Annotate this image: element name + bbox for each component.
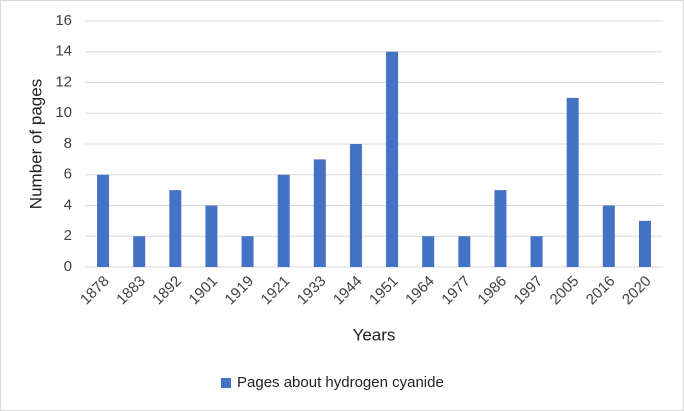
- bar: [97, 174, 110, 267]
- bar: [241, 236, 254, 267]
- y-tick-label: 2: [64, 227, 72, 244]
- bar: [133, 236, 146, 267]
- legend-label: Pages about hydrogen cyanide: [237, 374, 444, 391]
- y-tick-label: 14: [55, 43, 72, 60]
- y-tick-label: 12: [55, 73, 72, 90]
- bar: [494, 190, 507, 267]
- bar: [277, 174, 290, 267]
- bar: [313, 159, 326, 267]
- bar: [205, 205, 218, 267]
- bar: [349, 144, 362, 267]
- bar: [638, 220, 651, 267]
- y-tick-label: 16: [55, 12, 72, 29]
- y-tick-label: 6: [64, 166, 72, 183]
- bar: [422, 236, 435, 267]
- bar: [458, 236, 471, 267]
- x-axis-title: Years: [353, 325, 396, 344]
- y-axis-title: Number of pages: [26, 79, 45, 209]
- bar: [602, 205, 615, 267]
- bar: [169, 190, 182, 267]
- bar: [530, 236, 543, 267]
- y-tick-label: 10: [55, 104, 72, 121]
- legend-swatch: [221, 378, 231, 388]
- y-tick-label: 4: [64, 196, 72, 213]
- y-tick-label: 0: [64, 258, 72, 275]
- bar: [386, 51, 399, 267]
- y-tick-label: 8: [64, 135, 72, 152]
- bar: [566, 97, 579, 267]
